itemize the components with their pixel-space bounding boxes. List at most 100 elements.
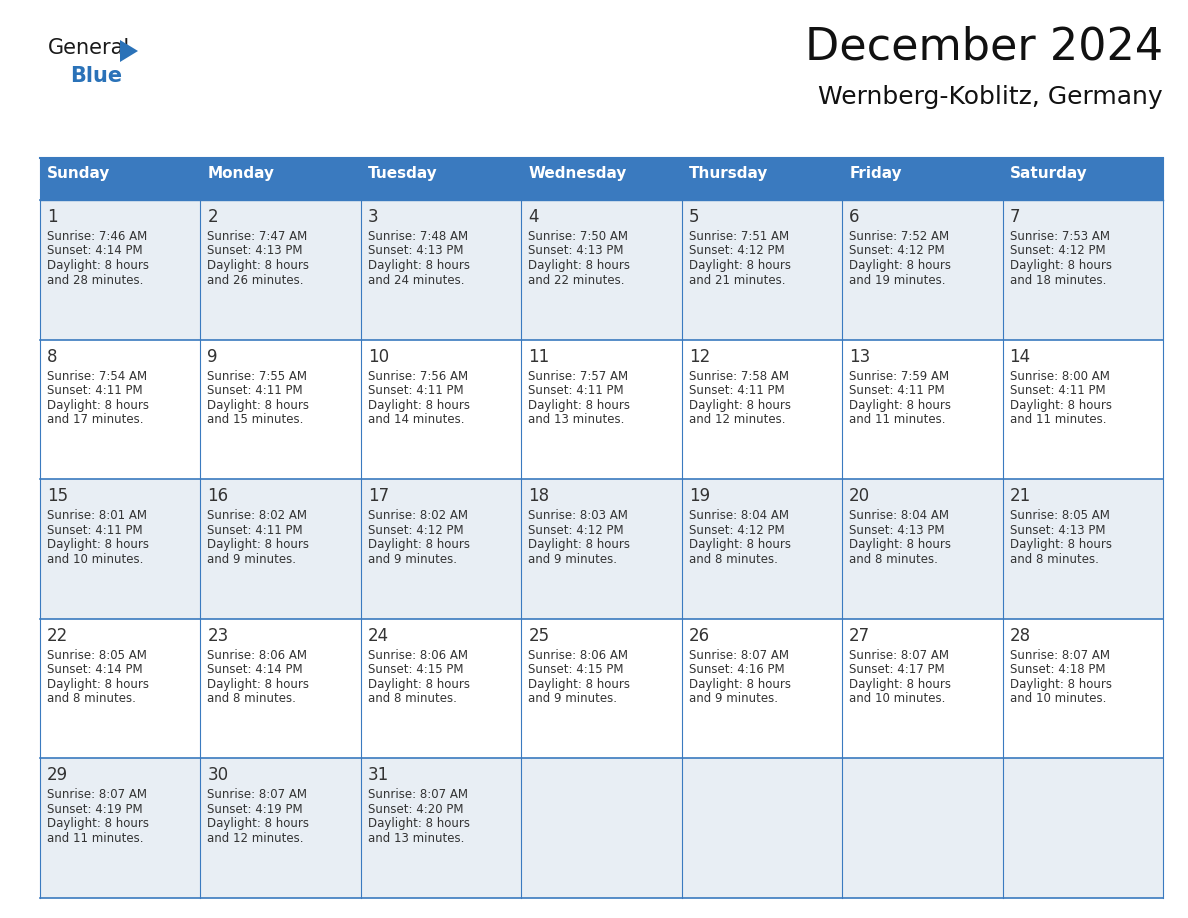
Text: Daylight: 8 hours: Daylight: 8 hours [368, 817, 470, 831]
Text: Sunrise: 8:04 AM: Sunrise: 8:04 AM [689, 509, 789, 522]
Text: Daylight: 8 hours: Daylight: 8 hours [689, 677, 791, 691]
Text: and 12 minutes.: and 12 minutes. [689, 413, 785, 426]
Text: Daylight: 8 hours: Daylight: 8 hours [368, 259, 470, 272]
Text: 12: 12 [689, 348, 710, 365]
Text: Sunrise: 7:51 AM: Sunrise: 7:51 AM [689, 230, 789, 243]
Text: Sunrise: 7:48 AM: Sunrise: 7:48 AM [368, 230, 468, 243]
Text: and 9 minutes.: and 9 minutes. [208, 553, 297, 565]
Text: 27: 27 [849, 627, 871, 644]
Bar [682, 158, 842, 200]
Bar [361, 479, 522, 619]
Bar [1003, 158, 1163, 200]
Text: and 24 minutes.: and 24 minutes. [368, 274, 465, 286]
Text: Daylight: 8 hours: Daylight: 8 hours [849, 677, 952, 691]
Text: 29: 29 [48, 767, 68, 784]
Bar [1003, 758, 1163, 898]
Text: Daylight: 8 hours: Daylight: 8 hours [48, 259, 148, 272]
Text: Sunset: 4:17 PM: Sunset: 4:17 PM [849, 664, 944, 677]
Bar [201, 619, 361, 758]
Text: Sunrise: 8:02 AM: Sunrise: 8:02 AM [208, 509, 308, 522]
Text: Sunset: 4:11 PM: Sunset: 4:11 PM [48, 384, 143, 397]
Text: and 10 minutes.: and 10 minutes. [48, 553, 144, 565]
Text: and 26 minutes.: and 26 minutes. [208, 274, 304, 286]
Text: Sunrise: 8:05 AM: Sunrise: 8:05 AM [1010, 509, 1110, 522]
Text: Sunset: 4:12 PM: Sunset: 4:12 PM [368, 523, 463, 537]
Text: Sunset: 4:13 PM: Sunset: 4:13 PM [529, 244, 624, 258]
Text: 23: 23 [208, 627, 228, 644]
Text: Sunset: 4:12 PM: Sunset: 4:12 PM [529, 523, 624, 537]
Text: Daylight: 8 hours: Daylight: 8 hours [1010, 398, 1112, 411]
Text: Daylight: 8 hours: Daylight: 8 hours [208, 677, 309, 691]
Bar [842, 758, 1003, 898]
Bar [522, 619, 682, 758]
Text: Sunrise: 8:06 AM: Sunrise: 8:06 AM [208, 649, 308, 662]
Bar [40, 200, 201, 340]
Text: 5: 5 [689, 208, 700, 226]
Bar [522, 479, 682, 619]
Text: 9: 9 [208, 348, 217, 365]
Text: Monday: Monday [208, 166, 274, 181]
Text: Daylight: 8 hours: Daylight: 8 hours [208, 538, 309, 551]
Text: 28: 28 [1010, 627, 1031, 644]
Text: Daylight: 8 hours: Daylight: 8 hours [849, 538, 952, 551]
Text: Sunrise: 7:59 AM: Sunrise: 7:59 AM [849, 370, 949, 383]
Bar [40, 479, 201, 619]
Text: Daylight: 8 hours: Daylight: 8 hours [529, 259, 631, 272]
Text: Daylight: 8 hours: Daylight: 8 hours [48, 538, 148, 551]
Text: and 8 minutes.: and 8 minutes. [849, 553, 939, 565]
Bar [682, 479, 842, 619]
Bar [40, 158, 201, 200]
Text: Daylight: 8 hours: Daylight: 8 hours [849, 259, 952, 272]
Text: and 10 minutes.: and 10 minutes. [849, 692, 946, 705]
Bar [522, 200, 682, 340]
Text: Daylight: 8 hours: Daylight: 8 hours [689, 398, 791, 411]
Text: 25: 25 [529, 627, 549, 644]
Text: 24: 24 [368, 627, 388, 644]
Bar [361, 340, 522, 479]
Text: Sunrise: 7:57 AM: Sunrise: 7:57 AM [529, 370, 628, 383]
Text: Sunset: 4:11 PM: Sunset: 4:11 PM [689, 384, 784, 397]
Bar [682, 340, 842, 479]
Text: and 9 minutes.: and 9 minutes. [529, 553, 618, 565]
Text: Saturday: Saturday [1010, 166, 1087, 181]
Text: 2: 2 [208, 208, 219, 226]
Text: Tuesday: Tuesday [368, 166, 437, 181]
Text: 21: 21 [1010, 487, 1031, 505]
Bar [1003, 619, 1163, 758]
Text: and 11 minutes.: and 11 minutes. [1010, 413, 1106, 426]
Text: Sunset: 4:11 PM: Sunset: 4:11 PM [48, 523, 143, 537]
Text: Sunset: 4:13 PM: Sunset: 4:13 PM [1010, 523, 1105, 537]
Text: Daylight: 8 hours: Daylight: 8 hours [368, 677, 470, 691]
Text: 1: 1 [48, 208, 58, 226]
Text: 31: 31 [368, 767, 390, 784]
Text: 13: 13 [849, 348, 871, 365]
Bar [361, 158, 522, 200]
Text: 20: 20 [849, 487, 871, 505]
Text: Sunset: 4:12 PM: Sunset: 4:12 PM [1010, 244, 1105, 258]
Text: Daylight: 8 hours: Daylight: 8 hours [1010, 259, 1112, 272]
Text: and 21 minutes.: and 21 minutes. [689, 274, 785, 286]
Text: Sunrise: 8:01 AM: Sunrise: 8:01 AM [48, 509, 147, 522]
Text: and 8 minutes.: and 8 minutes. [689, 553, 778, 565]
Text: Sunrise: 8:04 AM: Sunrise: 8:04 AM [849, 509, 949, 522]
Text: and 11 minutes.: and 11 minutes. [48, 832, 144, 845]
Text: 14: 14 [1010, 348, 1031, 365]
Bar [201, 758, 361, 898]
Text: 15: 15 [48, 487, 68, 505]
Text: Daylight: 8 hours: Daylight: 8 hours [1010, 677, 1112, 691]
Text: Sunrise: 7:56 AM: Sunrise: 7:56 AM [368, 370, 468, 383]
Bar [40, 340, 201, 479]
Bar [361, 758, 522, 898]
Text: Sunset: 4:11 PM: Sunset: 4:11 PM [208, 384, 303, 397]
Text: and 9 minutes.: and 9 minutes. [529, 692, 618, 705]
Text: Sunset: 4:14 PM: Sunset: 4:14 PM [208, 664, 303, 677]
Text: Sunset: 4:13 PM: Sunset: 4:13 PM [208, 244, 303, 258]
Text: Daylight: 8 hours: Daylight: 8 hours [208, 817, 309, 831]
Text: Sunset: 4:20 PM: Sunset: 4:20 PM [368, 803, 463, 816]
Text: and 12 minutes.: and 12 minutes. [208, 832, 304, 845]
Text: and 13 minutes.: and 13 minutes. [368, 832, 465, 845]
Text: Sunset: 4:19 PM: Sunset: 4:19 PM [48, 803, 143, 816]
Text: 30: 30 [208, 767, 228, 784]
Text: Sunset: 4:12 PM: Sunset: 4:12 PM [689, 523, 784, 537]
Bar [40, 619, 201, 758]
